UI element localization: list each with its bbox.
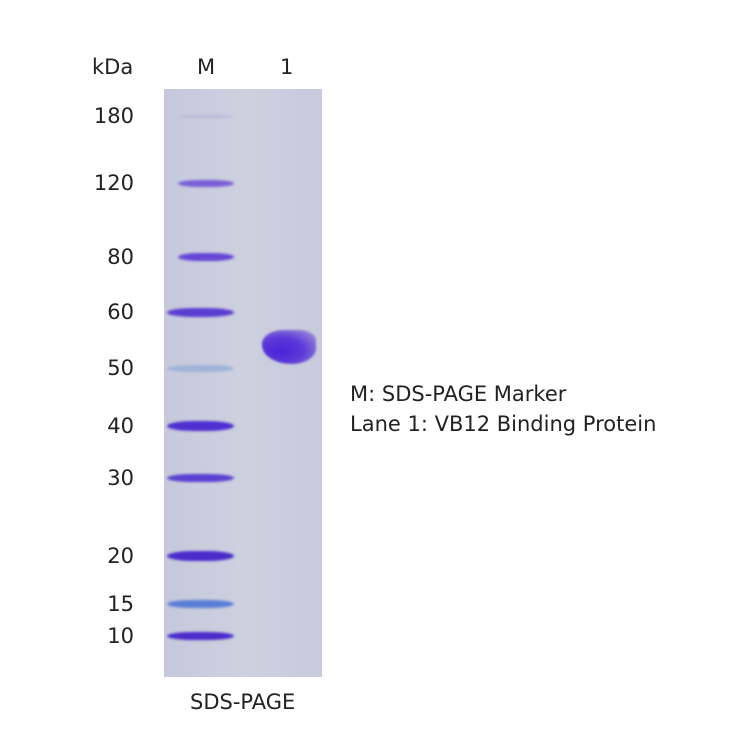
lane-1-label: 1 — [280, 55, 294, 79]
mw-label: 20 — [107, 544, 134, 568]
marker-band — [167, 474, 234, 482]
unit-label: kDa — [92, 55, 134, 79]
marker-band — [178, 114, 234, 118]
gel-image — [164, 89, 322, 677]
legend-marker: M: SDS-PAGE Marker — [350, 382, 567, 406]
marker-band — [167, 600, 234, 608]
marker-band — [178, 253, 234, 261]
marker-band — [167, 421, 234, 431]
mw-label: 30 — [107, 466, 134, 490]
mw-label: 80 — [107, 245, 134, 269]
lane-marker-label: M — [197, 55, 216, 79]
marker-band — [178, 179, 234, 187]
marker-band — [167, 632, 234, 640]
mw-label: 10 — [107, 624, 134, 648]
marker-band — [167, 551, 234, 561]
mw-label: 180 — [93, 104, 134, 128]
mw-label: 120 — [93, 171, 134, 195]
legend-lane-1: Lane 1: VB12 Binding Protein — [350, 412, 657, 436]
mw-label: 50 — [107, 356, 134, 380]
marker-band — [167, 307, 234, 317]
footer-caption: SDS-PAGE — [190, 690, 296, 714]
marker-band — [167, 364, 234, 372]
sample-band-lane-1 — [262, 330, 316, 364]
mw-label: 40 — [107, 414, 134, 438]
mw-label: 15 — [107, 592, 134, 616]
mw-label: 60 — [107, 300, 134, 324]
